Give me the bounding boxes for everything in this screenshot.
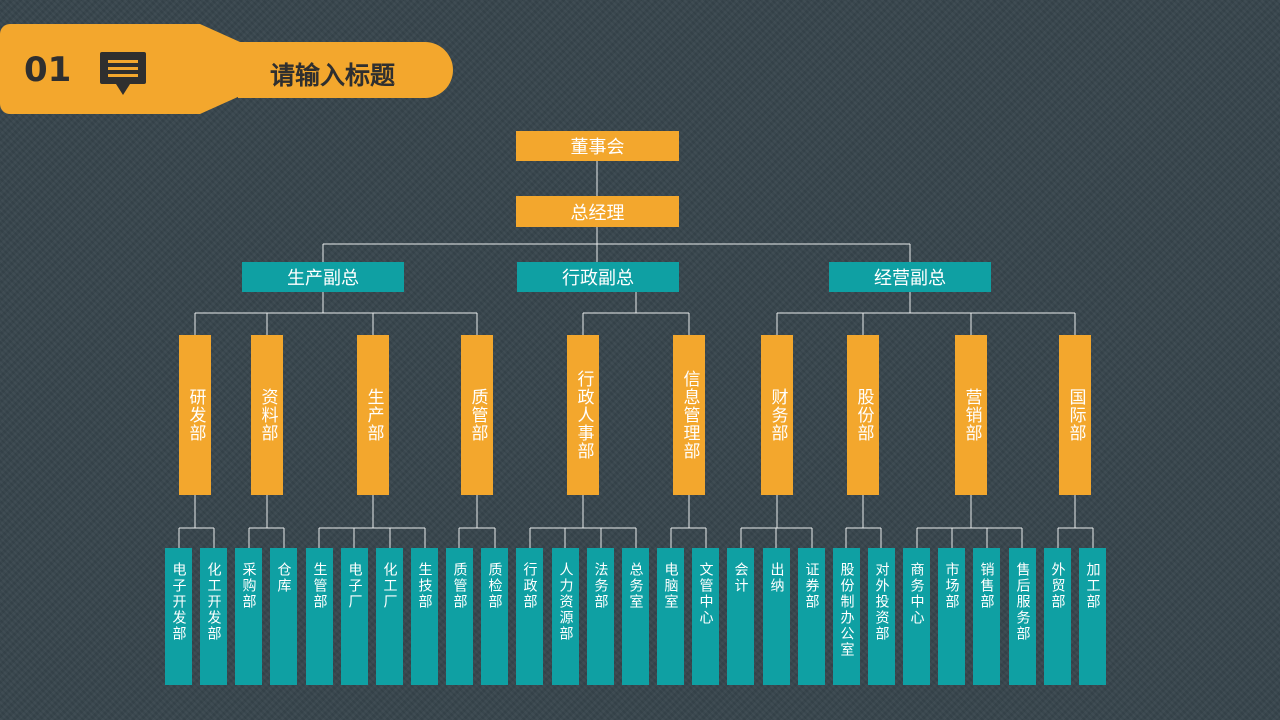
node-unit: 生技部 bbox=[411, 548, 438, 685]
node-department: 营销部 bbox=[955, 335, 987, 495]
node-unit: 股份制办公室 bbox=[833, 548, 860, 685]
section-number: 01 bbox=[24, 50, 72, 90]
node-unit: 质检部 bbox=[481, 548, 508, 685]
node-board: 董事会 bbox=[516, 131, 679, 161]
node-unit: 电子开发部 bbox=[165, 548, 192, 685]
node-department: 生产部 bbox=[357, 335, 389, 495]
node-unit: 仓库 bbox=[270, 548, 297, 685]
node-unit: 行政部 bbox=[516, 548, 543, 685]
title-banner bbox=[238, 42, 453, 98]
node-unit: 加工部 bbox=[1079, 548, 1106, 685]
page-title: 请输入标题 bbox=[270, 61, 396, 90]
node-unit: 会计 bbox=[727, 548, 754, 685]
node-department: 国际部 bbox=[1059, 335, 1091, 495]
node-unit: 化工厂 bbox=[376, 548, 403, 685]
node-unit: 生管部 bbox=[306, 548, 333, 685]
node-unit: 证券部 bbox=[798, 548, 825, 685]
node-unit: 商务中心 bbox=[903, 548, 930, 685]
node-unit: 电子厂 bbox=[341, 548, 368, 685]
node-unit: 销售部 bbox=[973, 548, 1000, 685]
node-unit: 电脑室 bbox=[657, 548, 684, 685]
node-unit: 化工开发部 bbox=[200, 548, 227, 685]
node-vp-production: 生产副总 bbox=[242, 262, 404, 292]
node-department: 研发部 bbox=[179, 335, 211, 495]
node-department: 信息管理部 bbox=[673, 335, 705, 495]
node-unit: 售后服务部 bbox=[1009, 548, 1036, 685]
node-unit: 市场部 bbox=[938, 548, 965, 685]
node-vp-admin: 行政副总 bbox=[517, 262, 679, 292]
node-department: 资料部 bbox=[251, 335, 283, 495]
node-vp-operations: 经营副总 bbox=[829, 262, 991, 292]
node-general-manager: 总经理 bbox=[516, 196, 679, 227]
node-department: 股份部 bbox=[847, 335, 879, 495]
node-unit: 出纳 bbox=[763, 548, 790, 685]
node-department: 财务部 bbox=[761, 335, 793, 495]
comment-icon bbox=[100, 52, 146, 95]
node-unit: 人力资源部 bbox=[552, 548, 579, 685]
node-unit: 对外投资部 bbox=[868, 548, 895, 685]
node-unit: 法务部 bbox=[587, 548, 614, 685]
node-department: 质管部 bbox=[461, 335, 493, 495]
node-unit: 外贸部 bbox=[1044, 548, 1071, 685]
node-unit: 采购部 bbox=[235, 548, 262, 685]
node-unit: 质管部 bbox=[446, 548, 473, 685]
node-department: 行政人事部 bbox=[567, 335, 599, 495]
node-unit: 文管中心 bbox=[692, 548, 719, 685]
node-unit: 总务室 bbox=[622, 548, 649, 685]
